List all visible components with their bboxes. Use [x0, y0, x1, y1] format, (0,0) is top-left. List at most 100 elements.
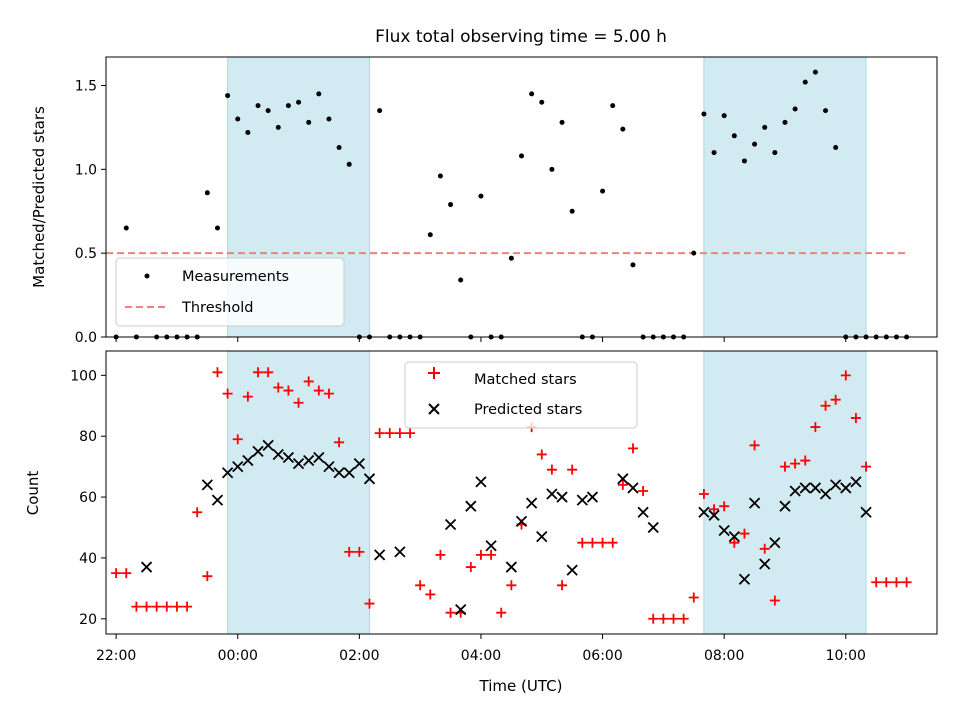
legend-predicted-marker [428, 403, 440, 415]
measurement-point [326, 116, 332, 122]
matched-star-point [334, 437, 345, 448]
matched-star-point [810, 422, 821, 433]
matched-star-point [546, 464, 557, 475]
measurement-point [448, 202, 454, 208]
predicted-star-point [728, 530, 740, 543]
x-tick-label: 06:00 [582, 648, 622, 664]
bottom-matched-layer [111, 367, 912, 624]
predicted-star-point [647, 521, 659, 534]
x-tick-label: 10:00 [826, 648, 866, 664]
top-legend-box [115, 257, 345, 327]
bottom-shaded-region [227, 350, 370, 635]
measurement-point [275, 124, 281, 130]
matched-star-point [475, 549, 486, 560]
measurement-point [549, 166, 555, 172]
matched-star-point [141, 601, 152, 612]
top-y-tick-label: 0.5 [75, 246, 97, 262]
matched-star-point [435, 549, 446, 560]
matched-star-point [729, 537, 740, 548]
measurement-point [377, 108, 383, 114]
predicted-star-point [546, 488, 558, 500]
matched-star-point [627, 443, 638, 454]
matched-star-point [283, 385, 294, 396]
matched-star-point [779, 461, 790, 472]
predicted-star-point [221, 467, 234, 479]
matched-star-point [161, 601, 172, 612]
predicted-star-point [313, 451, 325, 464]
predicted-star-point [830, 479, 842, 491]
predicted-star-point [789, 485, 801, 497]
matched-star-point [151, 601, 162, 612]
predicted-star-point [576, 494, 588, 506]
matched-star-point [192, 507, 203, 518]
predicted-star-point [292, 457, 305, 470]
legend-matched-marker [428, 367, 440, 379]
measurement-point [336, 145, 342, 151]
matched-star-point [769, 595, 780, 606]
matched-star-point [536, 449, 547, 460]
matched-star-point [678, 613, 689, 624]
matched-star-point [577, 537, 588, 548]
measurement-point [772, 150, 778, 156]
matched-star-point [739, 528, 750, 539]
measurement-point [782, 119, 788, 125]
bottom-y-tick-label: 80 [79, 429, 97, 445]
predicted-star-point [323, 460, 335, 473]
matched-star-point [719, 501, 730, 512]
predicted-star-point [475, 476, 487, 488]
measurement-point [437, 173, 443, 179]
top-panel: 0.0 0.5 1.0 1.5 Matched/Predicted stars Mea… [30, 56, 938, 346]
bottom-panel: 20 40 60 80 100 22:00 00:00 02:00 04:00 06:00 08:… [24, 350, 938, 695]
matched-star-point [445, 607, 456, 618]
measurement-point [610, 103, 616, 109]
measurement-point [833, 145, 839, 151]
predicted-star-point [759, 558, 771, 570]
matched-star-point [597, 537, 608, 548]
bottom-y-axis-label: Count [24, 471, 42, 516]
legend-measurements-label: Measurements [182, 269, 289, 285]
measurement-point [458, 277, 464, 283]
predicted-star-point [201, 479, 213, 491]
predicted-star-point [252, 445, 264, 458]
matched-star-point [486, 549, 497, 560]
measurement-point [306, 119, 312, 125]
predicted-star-point [455, 604, 467, 616]
matched-star-point [607, 537, 618, 548]
measurement-point [508, 255, 514, 261]
predicted-star-point [617, 473, 629, 485]
matched-star-point [557, 580, 568, 591]
matched-star-point [881, 577, 892, 588]
legend-measurements-marker [144, 273, 150, 279]
predicted-star-point [819, 488, 832, 500]
measurement-point [762, 124, 768, 130]
matched-star-point [374, 428, 385, 439]
matched-star-point [891, 577, 902, 588]
matched-star-point [232, 434, 243, 445]
matched-star-point [800, 455, 811, 466]
predicted-star-point [373, 549, 386, 561]
bottom-y-tick-label: 60 [79, 490, 97, 506]
predicted-star-point [444, 518, 457, 531]
predicted-star-point [840, 482, 852, 494]
bottom-shaded-region [703, 350, 867, 635]
bottom-y-tick-label: 20 [79, 612, 97, 628]
predicted-star-point [556, 491, 568, 503]
measurement-point [792, 106, 798, 112]
matched-star-point [790, 458, 801, 469]
top-y-tick-label: 1.0 [75, 162, 97, 178]
legend-predicted-label: Predicted stars [474, 402, 582, 418]
measurement-point [255, 103, 261, 109]
measurement-point [823, 108, 829, 114]
measurement-point [539, 99, 545, 105]
legend-threshold-label: Threshold [181, 300, 253, 316]
measurement-point [427, 232, 433, 238]
predicted-star-point [303, 454, 315, 467]
predicted-star-point [485, 540, 497, 552]
matched-star-point [638, 485, 649, 496]
predicted-star-point [505, 561, 518, 573]
matched-star-point [648, 613, 659, 624]
measurement-point [478, 193, 484, 199]
x-tick-label: 08:00 [704, 648, 744, 664]
top-plot-frame [105, 56, 938, 338]
